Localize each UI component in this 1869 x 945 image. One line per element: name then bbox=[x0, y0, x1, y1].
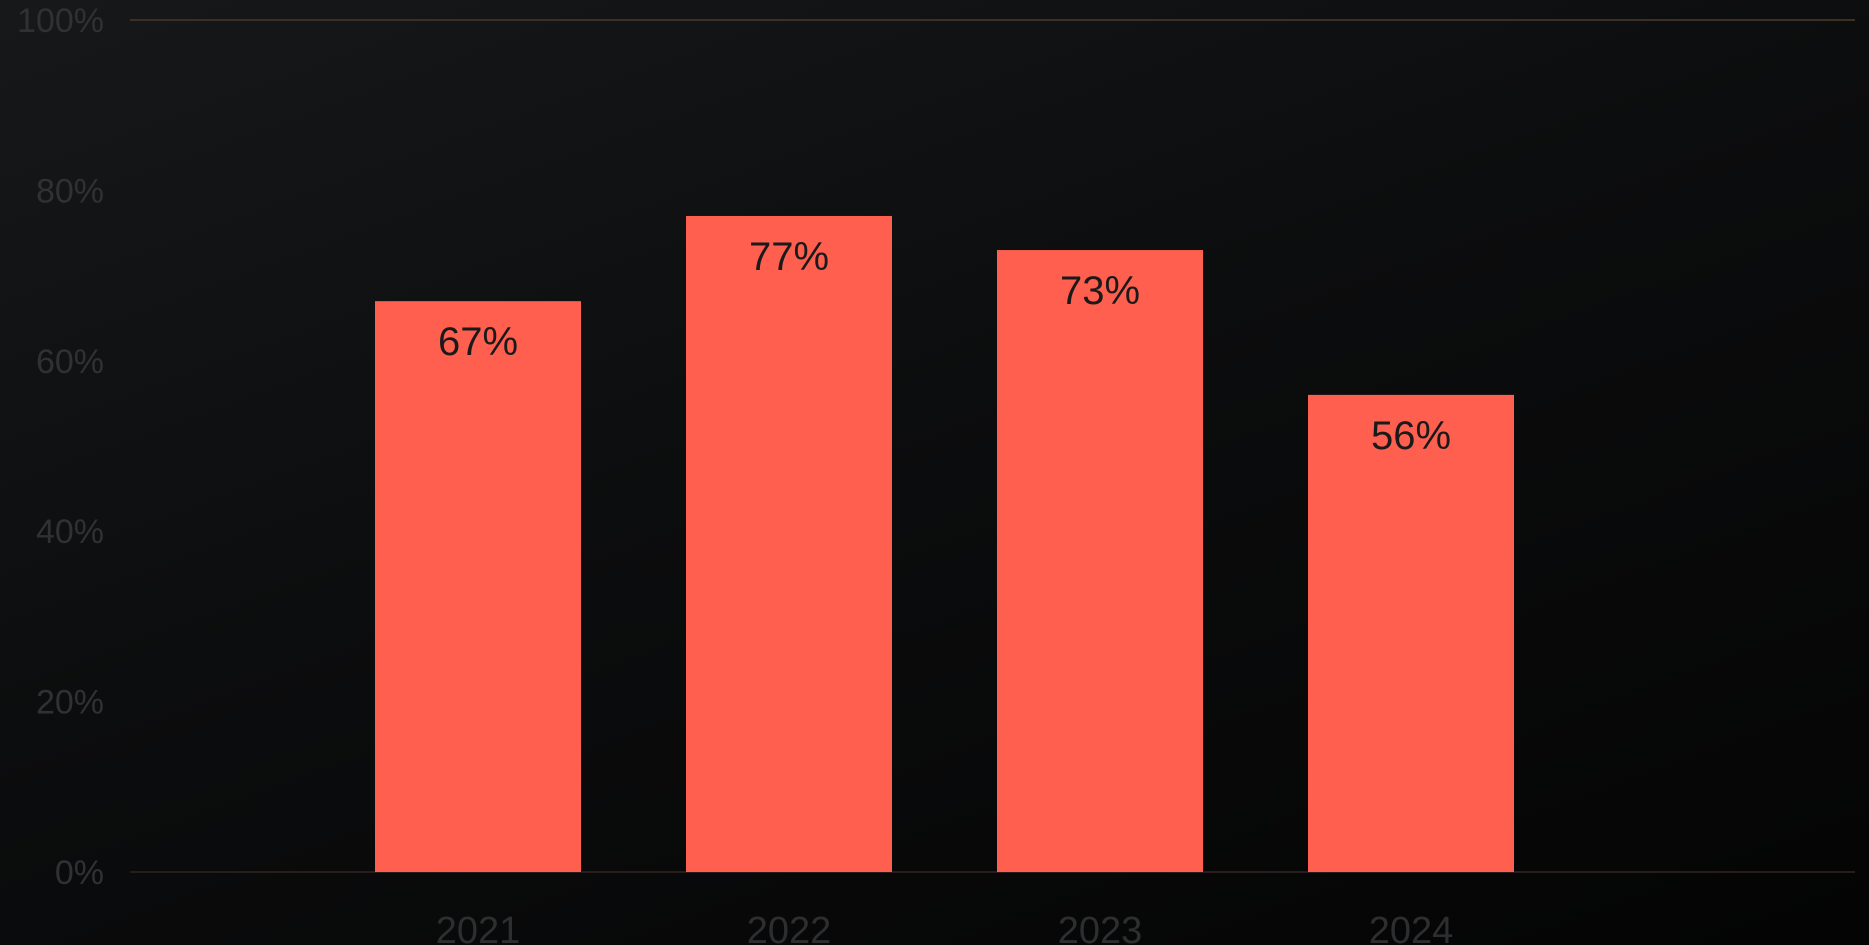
x-tick-label: 2023 bbox=[1058, 910, 1143, 945]
y-axis-ticks: 0% 20% 40% 60% 80% 100% bbox=[17, 2, 104, 892]
bar bbox=[1308, 394, 1514, 872]
x-tick-label: 2022 bbox=[747, 910, 832, 945]
y-tick-label: 20% bbox=[36, 684, 104, 722]
x-tick-label: 2021 bbox=[436, 910, 521, 945]
y-tick-label: 40% bbox=[36, 513, 104, 551]
bar bbox=[686, 215, 892, 872]
y-tick-label: 100% bbox=[17, 2, 104, 40]
bar bbox=[997, 250, 1203, 873]
data-labels-group: 67% 77% 73% 56% bbox=[438, 235, 1451, 458]
bars-group bbox=[375, 215, 1514, 873]
x-axis-labels: 2021 2022 2023 2024 bbox=[436, 910, 1454, 945]
y-tick-label: 0% bbox=[55, 854, 104, 892]
bar bbox=[375, 301, 581, 872]
data-label: 77% bbox=[749, 235, 829, 279]
data-label: 56% bbox=[1371, 414, 1451, 458]
data-label: 73% bbox=[1060, 269, 1140, 313]
data-label: 67% bbox=[438, 320, 518, 364]
y-tick-label: 60% bbox=[36, 343, 104, 381]
x-tick-label: 2024 bbox=[1369, 910, 1454, 945]
y-tick-label: 80% bbox=[36, 172, 104, 210]
